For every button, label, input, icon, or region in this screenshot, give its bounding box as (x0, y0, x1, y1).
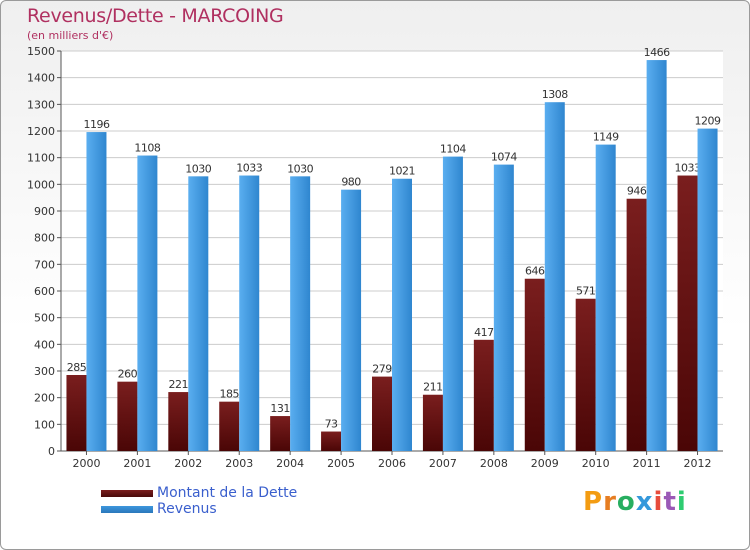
bar-dette (270, 416, 291, 451)
bar-revenus (188, 176, 209, 452)
data-label-revenus: 1074 (491, 151, 517, 164)
data-label-revenus: 1030 (287, 162, 313, 175)
y-tick-label: 100 (34, 418, 55, 431)
legend-swatch-dette (101, 490, 153, 497)
legend-label-dette: Montant de la Dette (157, 485, 298, 501)
data-label-dette: 1033 (675, 162, 701, 175)
y-tick-label: 900 (34, 205, 55, 218)
bar-revenus (290, 176, 311, 452)
y-tick-label: 1400 (27, 72, 55, 85)
bar-revenus (392, 178, 412, 451)
x-tick-label: 2005 (327, 457, 355, 470)
data-label-revenus: 1196 (83, 118, 109, 131)
x-tick-label: 2012 (684, 457, 712, 470)
data-label-dette: 211 (423, 381, 443, 394)
y-tick-label: 700 (34, 258, 55, 271)
logo-letter: r (603, 487, 617, 517)
data-label-revenus: 1033 (236, 162, 262, 175)
y-tick-label: 500 (34, 312, 55, 325)
y-tick-label: 1100 (27, 152, 55, 165)
data-label-dette: 946 (627, 185, 647, 198)
data-label-revenus: 980 (341, 176, 361, 189)
bar-dette (626, 198, 647, 451)
bar-dette (321, 431, 342, 451)
data-label-dette: 260 (118, 368, 138, 381)
x-tick-label: 2008 (480, 457, 508, 470)
y-tick-label: 1000 (27, 178, 55, 191)
logo-letter: i (676, 487, 687, 517)
bar-revenus (697, 128, 718, 451)
y-tick-label: 1500 (27, 45, 55, 58)
bar-revenus (442, 156, 463, 451)
y-tick-label: 400 (34, 338, 55, 351)
data-label-revenus: 1308 (542, 88, 568, 101)
proxiti-logo: Proxiti (583, 487, 687, 517)
data-label-dette: 285 (67, 361, 87, 374)
data-label-dette: 131 (270, 402, 290, 415)
x-tick-label: 2003 (225, 457, 253, 470)
bar-dette (677, 175, 698, 452)
bar-dette (66, 375, 87, 451)
data-label-revenus: 1209 (695, 115, 721, 128)
x-tick-label: 2009 (531, 457, 559, 470)
data-label-revenus: 1108 (134, 142, 160, 155)
data-label-dette: 73 (325, 418, 338, 431)
bar-revenus (595, 144, 616, 451)
bar-dette (168, 392, 189, 451)
bar-dette (117, 381, 138, 451)
y-tick-label: 200 (34, 392, 55, 405)
data-label-revenus: 1149 (593, 131, 619, 144)
logo-letter: t (663, 487, 677, 517)
y-tick-label: 0 (48, 445, 55, 458)
x-tick-label: 2002 (174, 457, 202, 470)
data-label-dette: 279 (372, 363, 392, 376)
y-tick-label: 1300 (27, 98, 55, 111)
y-tick-label: 600 (34, 285, 55, 298)
data-label-revenus: 1021 (389, 165, 415, 178)
bar-revenus (646, 60, 667, 452)
data-label-revenus: 1030 (185, 162, 211, 175)
bar-revenus (239, 175, 260, 452)
logo-letter: P (583, 487, 604, 517)
x-tick-label: 2007 (429, 457, 457, 470)
bar-dette (473, 339, 494, 451)
x-tick-label: 2000 (72, 457, 100, 470)
legend-label-revenus: Revenus (157, 501, 217, 517)
bar-revenus (493, 164, 514, 451)
data-label-dette: 185 (219, 388, 239, 401)
logo-letter: x (635, 487, 654, 517)
data-label-dette: 571 (576, 285, 596, 298)
logo-letter: o (616, 487, 636, 517)
x-tick-label: 2010 (582, 457, 610, 470)
data-label-dette: 417 (474, 326, 494, 339)
bar-revenus (86, 132, 107, 452)
data-label-revenus: 1104 (440, 143, 466, 156)
bar-revenus (137, 155, 158, 452)
chart-title: Revenus/Dette - MARCOING (27, 5, 284, 27)
bar-revenus (544, 102, 565, 451)
chart-subtitle: (en milliers d'€) (27, 29, 114, 42)
legend-swatch-revenus (101, 506, 153, 513)
data-label-dette: 221 (169, 378, 189, 391)
bar-dette (372, 376, 392, 451)
bar-dette (219, 401, 240, 451)
logo-letter: i (653, 487, 664, 517)
bar-dette (422, 394, 443, 451)
x-tick-label: 2011 (633, 457, 661, 470)
y-tick-label: 300 (34, 365, 55, 378)
x-tick-label: 2004 (276, 457, 304, 470)
x-tick-label: 2006 (378, 457, 406, 470)
bar-revenus (341, 189, 362, 451)
data-label-dette: 646 (525, 265, 545, 278)
y-tick-label: 800 (34, 232, 55, 245)
bar-dette (575, 298, 596, 451)
data-label-revenus: 1466 (644, 46, 670, 59)
y-tick-label: 1200 (27, 125, 55, 138)
x-tick-label: 2001 (123, 457, 151, 470)
bar-dette (524, 278, 545, 451)
